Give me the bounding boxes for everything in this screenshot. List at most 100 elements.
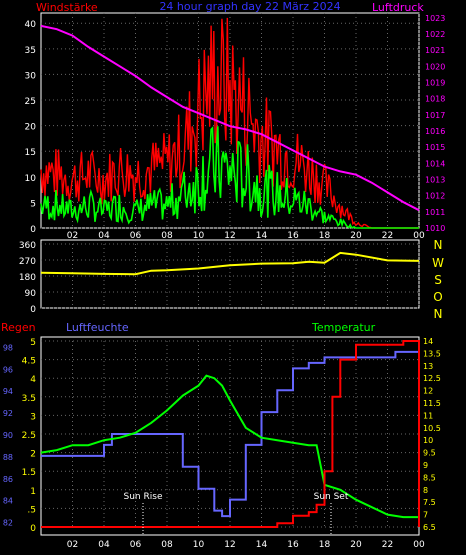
x-tick-label: 18 (319, 231, 331, 241)
pressure-y-tick: 1016 (425, 127, 445, 136)
pressure-y-tick: 1021 (425, 46, 445, 55)
x-tick-label: 08 (161, 231, 173, 241)
pressure-y-tick: 1011 (425, 208, 445, 217)
rain-y-tick: 2 (30, 450, 36, 460)
x-tick-label: 00 (413, 540, 425, 550)
rain-y-tick: 0 (30, 524, 36, 534)
wind-y-tick: 40 (25, 20, 37, 30)
rain-y-tick: .5 (27, 505, 36, 515)
temperature-y-tick: 12 (423, 387, 433, 396)
wind-y-tick: 25 (25, 97, 36, 107)
gust-series-line (40, 17, 419, 229)
temperature-y-tick: 8.5 (423, 473, 436, 482)
rain-y-tick: 1 (30, 487, 36, 497)
wind-y-tick: 15 (25, 148, 36, 158)
x-tick-label: 14 (256, 540, 268, 550)
temperature-y-tick: 13 (423, 362, 433, 371)
wind-y-tick: 30 (25, 71, 37, 81)
direction-y-tick: 180 (19, 273, 36, 283)
pressure-y-tick: 1015 (425, 143, 445, 152)
pressure-y-tick: 1014 (425, 159, 445, 168)
humidity-y-tick: 84 (3, 497, 13, 506)
temperature-y-tick: 14 (423, 337, 433, 346)
pressure-y-tick: 1022 (425, 30, 445, 39)
pressure-series-line (40, 24, 420, 212)
humidity-y-tick: 92 (3, 409, 13, 418)
x-tick-label: 10 (193, 540, 205, 550)
wind-y-tick: 20 (25, 123, 37, 133)
pressure-y-tick: 1019 (425, 79, 445, 88)
rain-series-line (41, 340, 420, 528)
rain-label: Regen (1, 321, 36, 334)
rain-y-tick: 5 (30, 338, 36, 348)
x-tick-label: 06 (130, 540, 142, 550)
x-tick-label: 16 (287, 540, 299, 550)
wind-strength-label: Windstärke (36, 1, 98, 14)
rain-y-tick: 1.5 (22, 468, 36, 478)
humidity-series-line (41, 350, 419, 518)
temperature-y-tick: 7.5 (423, 498, 436, 507)
humidity-label: Luftfeuchte (66, 321, 129, 334)
compass-letter: N (434, 307, 443, 321)
temperature-y-tick: 12.5 (423, 374, 441, 383)
temperature-y-tick: 10.5 (423, 424, 441, 433)
x-tick-label: 14 (256, 231, 268, 241)
temperature-y-tick: 10 (423, 436, 433, 445)
x-tick-label: 04 (98, 540, 110, 550)
pressure-label: Luftdruck (372, 1, 424, 14)
temperature-y-tick: 13.5 (423, 349, 441, 358)
humidity-y-tick: 82 (3, 519, 13, 528)
humidity-y-tick: 94 (3, 387, 13, 396)
pressure-y-tick: 1017 (425, 111, 445, 120)
pressure-y-tick: 1020 (425, 62, 445, 71)
pressure-y-tick: 1013 (425, 176, 445, 185)
temperature-y-tick: 11 (423, 411, 433, 420)
wind-y-tick: 5 (30, 199, 36, 209)
temperature-y-tick: 8 (423, 486, 428, 495)
x-tick-label: 12 (224, 540, 235, 550)
pressure-y-tick: 1018 (425, 95, 445, 104)
temperature-y-tick: 9 (423, 461, 428, 470)
pressure-y-tick: 1010 (425, 224, 445, 233)
sun-rise-label: Sun Rise (124, 492, 163, 502)
x-tick-label: 08 (161, 540, 173, 550)
wind-series-line (40, 126, 419, 229)
direction-y-tick: 0 (30, 305, 36, 315)
compass-letter: S (434, 273, 442, 287)
x-tick-label: 04 (98, 231, 110, 241)
humidity-y-tick: 86 (3, 475, 13, 484)
temperature-y-tick: 7 (423, 511, 428, 520)
rain-y-tick: 2.5 (22, 431, 36, 441)
wind-y-tick: 35 (25, 46, 36, 56)
direction-series-line (40, 251, 420, 276)
x-tick-label: 10 (193, 231, 205, 241)
x-tick-label: 20 (350, 231, 362, 241)
x-tick-label: 02 (67, 540, 78, 550)
direction-y-tick: 270 (19, 257, 36, 267)
compass-letter: N (434, 238, 443, 252)
rain-y-tick: 4 (30, 375, 36, 385)
rain-y-tick: 4.5 (22, 357, 36, 367)
x-tick-label: 22 (382, 231, 393, 241)
direction-y-tick: 360 (19, 241, 36, 251)
temperature-y-tick: 11.5 (423, 399, 441, 408)
wind-y-tick: 10 (25, 174, 37, 184)
temperature-y-tick: 6.5 (423, 523, 436, 532)
compass-letter: O (433, 290, 442, 304)
x-tick-label: 02 (67, 231, 78, 241)
x-tick-label: 18 (319, 540, 331, 550)
pressure-y-tick: 1023 (425, 14, 445, 23)
rain-y-tick: 3 (30, 412, 36, 422)
x-tick-label: 20 (350, 540, 362, 550)
compass-letter: W (432, 256, 444, 270)
humidity-y-tick: 96 (3, 365, 13, 374)
x-tick-label: 12 (224, 231, 235, 241)
humidity-y-tick: 88 (3, 453, 13, 462)
x-tick-label: 00 (413, 231, 425, 241)
chart-title: 24 hour graph day 22 März 2024 (159, 0, 340, 13)
pressure-y-tick: 1012 (425, 192, 445, 201)
temperature-y-tick: 9.5 (423, 449, 436, 458)
temperature-label: Temperatur (311, 321, 376, 334)
